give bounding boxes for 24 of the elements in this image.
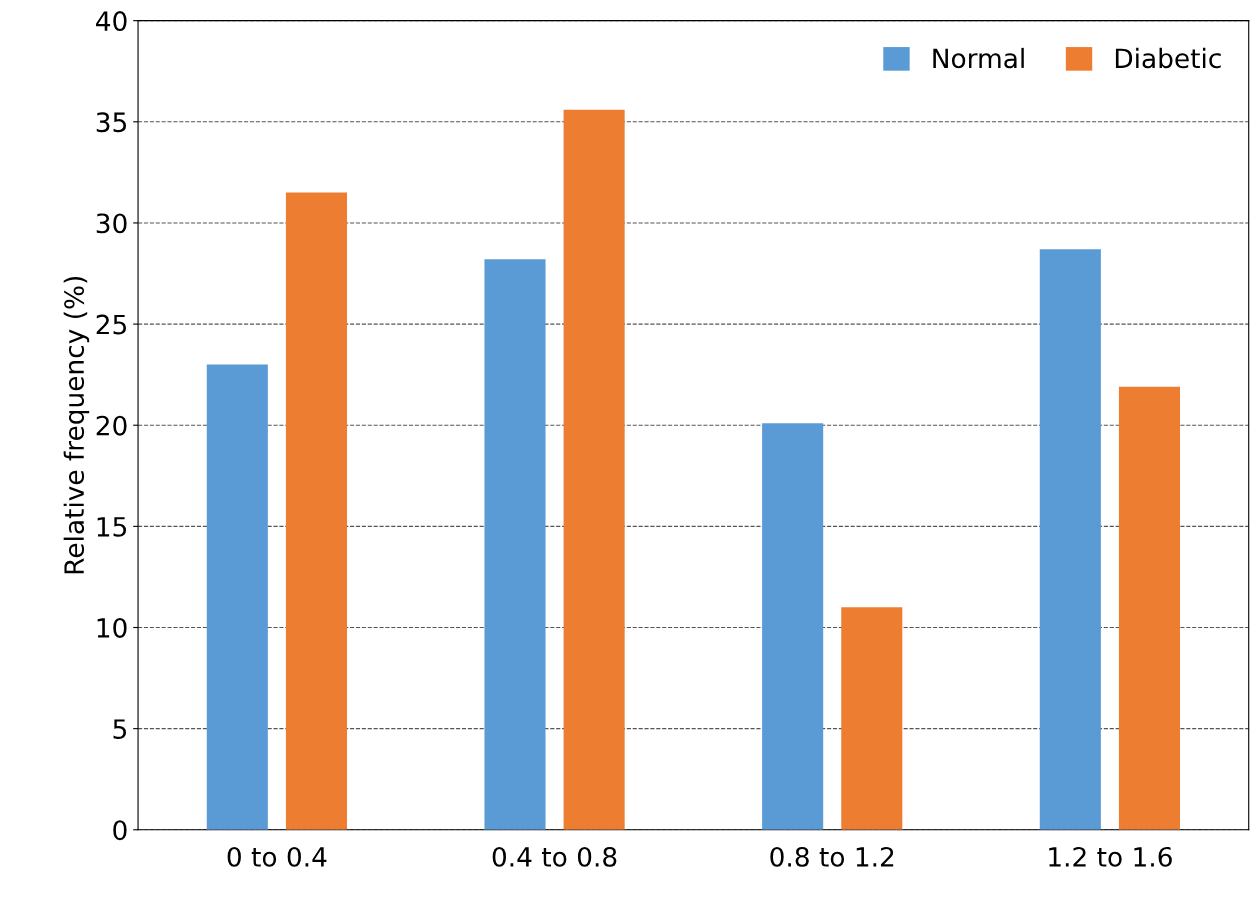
x-tick-label: 0 to 0.4 <box>227 846 327 867</box>
bar <box>1039 249 1101 830</box>
y-tick-label: 15 <box>97 517 127 537</box>
x-tick-label: 1.2 to 1.6 <box>1049 846 1172 867</box>
bar <box>762 423 824 830</box>
bar <box>563 109 625 830</box>
x-tick-label: 0.4 to 0.8 <box>492 846 617 867</box>
y-tick-label: 10 <box>97 617 127 638</box>
y-tick-label: 35 <box>96 112 127 133</box>
x-tick-label: 0.8 to 1.2 <box>770 846 894 867</box>
y-tick-label: 20 <box>96 415 127 436</box>
legend-label: Normal <box>933 47 1024 69</box>
bar <box>285 192 347 830</box>
bar <box>206 364 268 830</box>
y-tick-label: 40 <box>96 11 127 32</box>
y-tick-label: 0 <box>113 820 127 841</box>
legend-label: Diabetic <box>1115 47 1221 69</box>
y-tick-label: 5 <box>113 719 127 740</box>
y-axis-title: Relative frequency (%) <box>63 276 90 574</box>
y-tick-label: 25 <box>96 314 127 335</box>
bar <box>1118 386 1180 830</box>
bar <box>841 607 903 830</box>
bar <box>484 259 546 830</box>
y-tick-label: 30 <box>96 213 127 234</box>
